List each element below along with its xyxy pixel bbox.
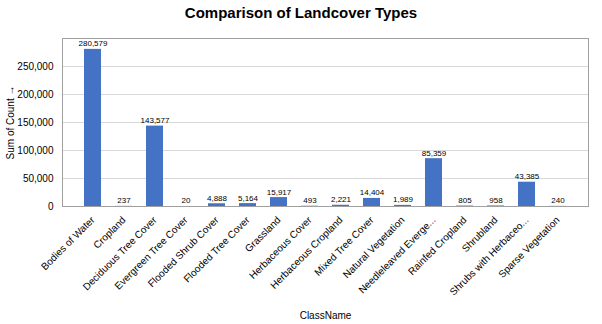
svg-text:Herbaceous Cropland: Herbaceous Cropland bbox=[268, 214, 345, 291]
svg-text:20: 20 bbox=[182, 196, 191, 205]
svg-text:ClassName: ClassName bbox=[300, 310, 352, 321]
svg-text:5,164: 5,164 bbox=[238, 194, 259, 203]
svg-text:43,385: 43,385 bbox=[515, 172, 540, 181]
svg-text:Sum of Count →: Sum of Count → bbox=[5, 86, 16, 160]
svg-text:0: 0 bbox=[48, 201, 54, 212]
svg-text:Flooded Shrub Cover: Flooded Shrub Cover bbox=[145, 214, 221, 290]
svg-text:150,000: 150,000 bbox=[17, 117, 54, 128]
svg-text:Evergreen Tree Cover: Evergreen Tree Cover bbox=[112, 214, 190, 292]
svg-text:Flooded Tree Cover: Flooded Tree Cover bbox=[181, 214, 252, 285]
svg-text:Rainfed Cropland: Rainfed Cropland bbox=[405, 214, 469, 277]
svg-text:15,917: 15,917 bbox=[267, 188, 292, 197]
svg-text:250,000: 250,000 bbox=[17, 61, 54, 72]
svg-text:240: 240 bbox=[551, 196, 565, 205]
svg-text:200,000: 200,000 bbox=[17, 89, 54, 100]
svg-text:Cropland: Cropland bbox=[91, 214, 128, 251]
svg-text:237: 237 bbox=[117, 196, 131, 205]
svg-text:805: 805 bbox=[458, 196, 472, 205]
svg-text:4,888: 4,888 bbox=[207, 194, 228, 203]
svg-text:Grassland: Grassland bbox=[242, 214, 283, 255]
svg-text:Bodies of Water: Bodies of Water bbox=[39, 214, 97, 272]
svg-text:85,359: 85,359 bbox=[422, 149, 447, 158]
svg-text:958: 958 bbox=[489, 196, 503, 205]
svg-text:493: 493 bbox=[303, 196, 317, 205]
svg-text:1,989: 1,989 bbox=[393, 195, 414, 204]
svg-text:Needleleaved Everge...: Needleleaved Everge... bbox=[356, 214, 438, 296]
svg-text:2,221: 2,221 bbox=[331, 195, 352, 204]
svg-text:14,404: 14,404 bbox=[360, 188, 385, 197]
svg-text:100,000: 100,000 bbox=[17, 145, 54, 156]
svg-text:Shrubs with Herbaceo...: Shrubs with Herbaceo... bbox=[447, 214, 531, 298]
svg-text:Shrubland: Shrubland bbox=[459, 214, 500, 255]
svg-text:Sparse Vegetation: Sparse Vegetation bbox=[496, 214, 562, 280]
svg-text:143,577: 143,577 bbox=[141, 116, 170, 125]
html-text:Comparison of Landcover Types: Comparison of Landcover Types bbox=[184, 4, 418, 21]
svg-text:Mixed Tree Cover: Mixed Tree Cover bbox=[312, 214, 376, 278]
svg-text:Deciduous Tree Cover: Deciduous Tree Cover bbox=[80, 214, 159, 293]
svg-text:280,579: 280,579 bbox=[79, 39, 108, 48]
svg-text:50,000: 50,000 bbox=[23, 173, 54, 184]
svg-text:Herbaceous Cover: Herbaceous Cover bbox=[246, 214, 314, 281]
svg-text:Natural Vegetation: Natural Vegetation bbox=[340, 214, 407, 281]
